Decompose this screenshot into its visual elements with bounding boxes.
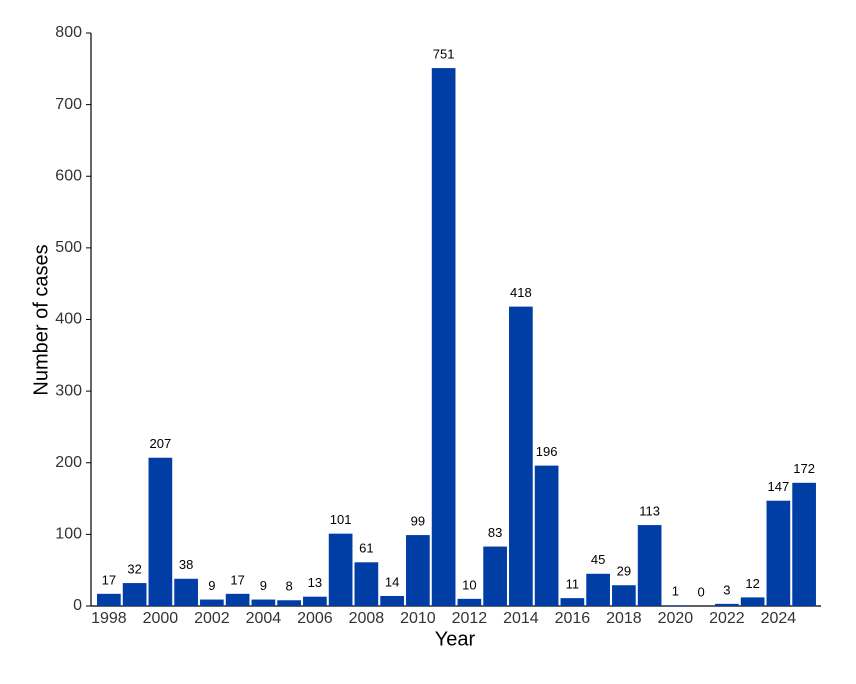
bar <box>560 598 585 606</box>
bar <box>174 578 198 606</box>
bar <box>97 593 121 606</box>
bar <box>740 597 765 606</box>
bar <box>509 306 533 606</box>
bar <box>200 599 224 606</box>
bar <box>766 500 791 606</box>
value-label: 29 <box>617 564 631 579</box>
y-axis-title: Number of cases <box>30 244 52 395</box>
value-label: 1 <box>672 584 679 599</box>
y-tick-label: 800 <box>55 24 82 41</box>
x-tick-label: 2004 <box>246 610 282 627</box>
value-label: 13 <box>308 575 322 590</box>
value-label: 61 <box>359 541 373 556</box>
value-label: 207 <box>150 436 172 451</box>
value-label: 32 <box>127 562 141 577</box>
value-label: 101 <box>330 512 352 527</box>
bar <box>612 585 636 606</box>
y-tick-label: 500 <box>55 239 82 256</box>
bar <box>148 457 173 606</box>
y-tick-label: 600 <box>55 167 82 184</box>
x-tick-label: 2022 <box>709 610 745 627</box>
y-tick-label: 400 <box>55 311 82 328</box>
value-label: 38 <box>179 557 193 572</box>
bar <box>792 482 816 606</box>
value-label: 172 <box>793 461 815 476</box>
value-label: 99 <box>411 514 425 529</box>
value-label: 10 <box>462 577 476 592</box>
x-tick-label: 2000 <box>143 610 179 627</box>
value-label: 418 <box>510 285 532 300</box>
bar <box>277 600 301 606</box>
bar <box>303 596 327 606</box>
bar <box>122 583 147 606</box>
bar <box>534 465 559 606</box>
bar <box>483 546 507 606</box>
value-label: 9 <box>208 578 215 593</box>
bar <box>380 595 404 606</box>
x-tick-label: 2018 <box>606 610 642 627</box>
bar <box>431 68 456 606</box>
x-tick-label: 2012 <box>452 610 488 627</box>
value-label: 17 <box>102 572 116 587</box>
value-label: 0 <box>698 584 705 599</box>
value-label: 113 <box>639 504 660 519</box>
value-label: 8 <box>286 579 293 594</box>
value-label: 751 <box>433 47 455 62</box>
value-label: 11 <box>566 577 580 592</box>
x-tick-label: 2020 <box>658 610 694 627</box>
y-tick-label: 0 <box>73 597 82 614</box>
value-label: 83 <box>488 525 502 540</box>
value-label: 45 <box>591 552 605 567</box>
x-tick-label: 2008 <box>349 610 385 627</box>
bar <box>586 573 610 606</box>
y-tick-label: 700 <box>55 96 82 113</box>
y-tick-label: 300 <box>55 382 82 399</box>
y-tick-label: 100 <box>55 526 82 543</box>
x-axis-title: Year <box>435 628 476 650</box>
value-label: 147 <box>768 479 790 494</box>
x-tick-label: 2014 <box>503 610 539 627</box>
x-tick-label: 2010 <box>400 610 436 627</box>
y-tick-label: 200 <box>55 454 82 471</box>
x-tick-label: 2024 <box>761 610 797 627</box>
x-tick-label: 2016 <box>555 610 591 627</box>
x-tick-label: 2002 <box>194 610 230 627</box>
bar <box>354 562 379 606</box>
value-label: 12 <box>745 576 759 591</box>
bar <box>328 533 353 606</box>
value-label: 9 <box>260 578 267 593</box>
value-label: 14 <box>385 574 399 589</box>
value-label: 17 <box>230 572 244 587</box>
x-tick-label: 2006 <box>297 610 333 627</box>
bar <box>663 605 688 606</box>
bar <box>637 525 662 606</box>
bar <box>225 593 250 606</box>
value-label: 196 <box>536 444 558 459</box>
bar <box>457 598 482 606</box>
value-label: 3 <box>723 582 730 597</box>
bar <box>251 599 276 606</box>
x-tick-label: 1998 <box>91 610 127 627</box>
bar <box>406 535 430 606</box>
bar <box>715 603 739 606</box>
